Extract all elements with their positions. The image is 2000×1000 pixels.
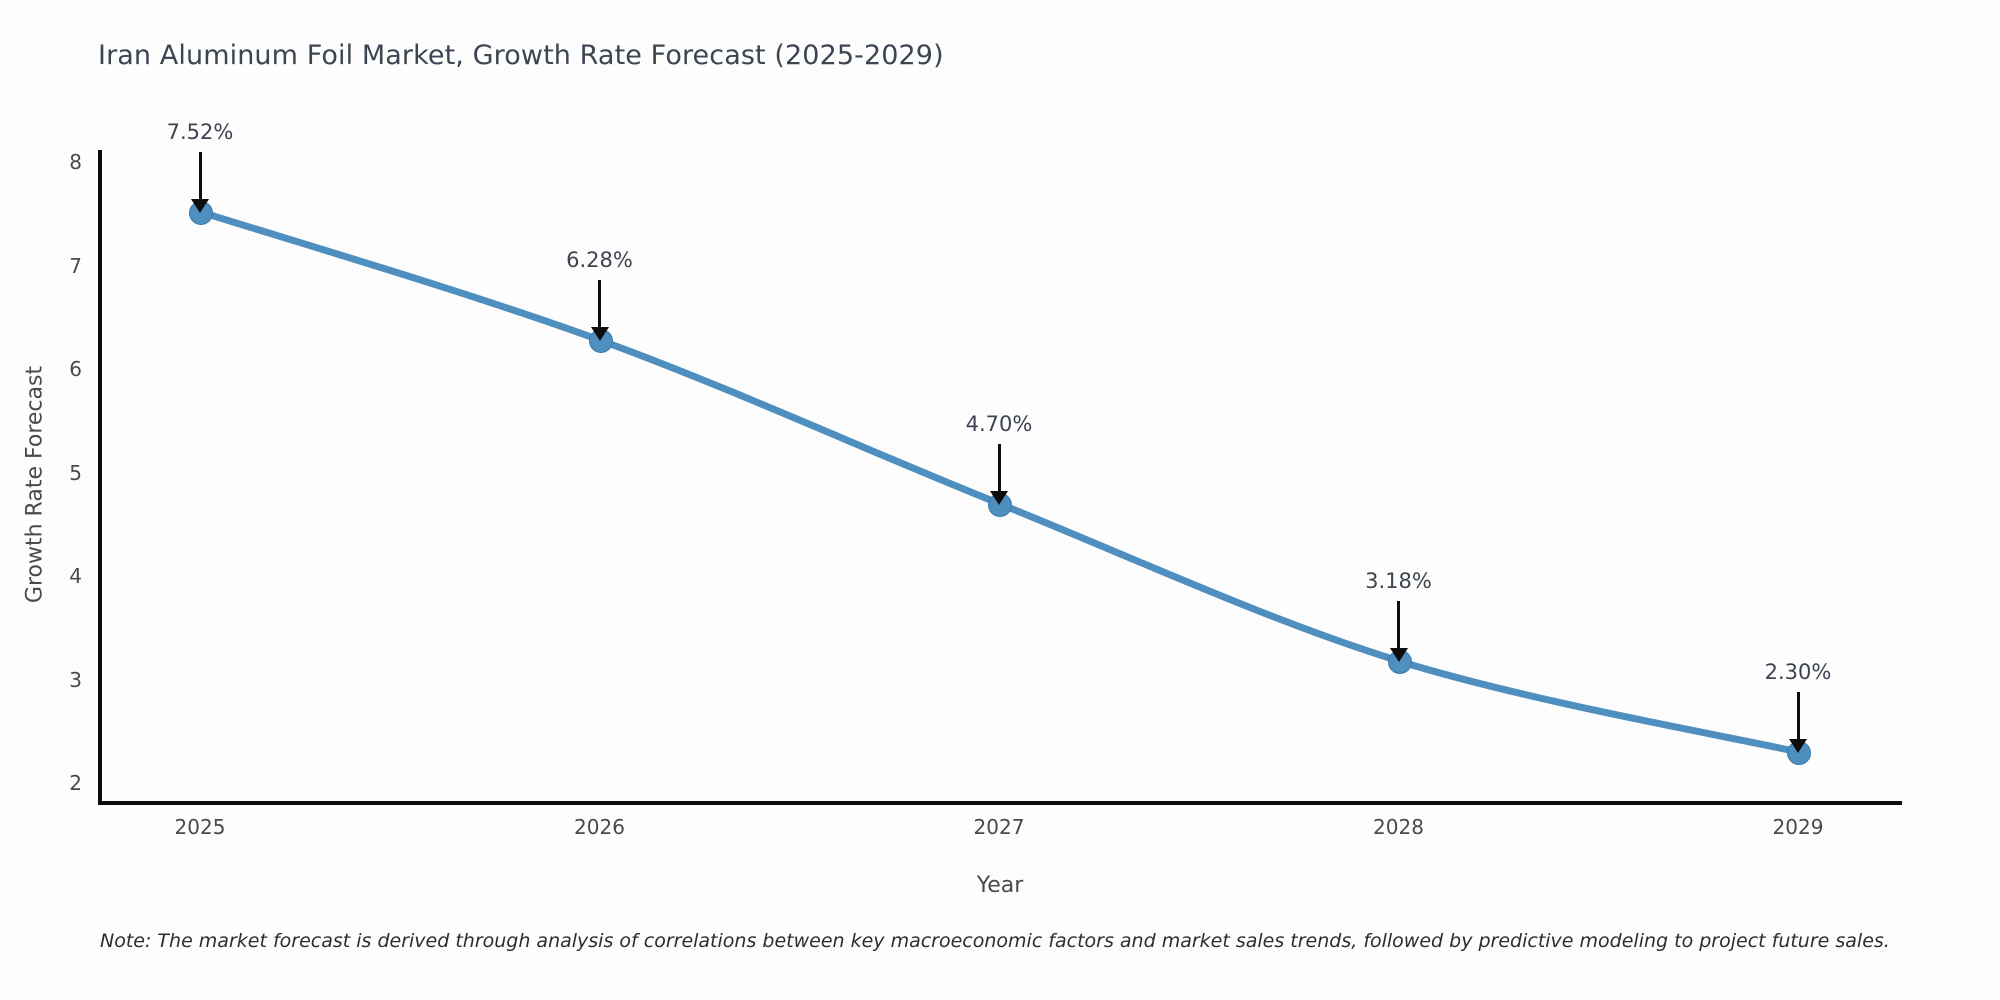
- data-point-label: 3.18%: [1365, 568, 1432, 593]
- x-tick-label: 2026: [574, 815, 625, 839]
- annotation-arrow-icon: [1397, 600, 1400, 649]
- y-tick-label: 8: [69, 150, 82, 174]
- y-tick-label: 4: [69, 564, 82, 588]
- x-axis-line: [98, 801, 1902, 805]
- x-tick-label: 2029: [1772, 815, 1824, 839]
- x-tick-label: 2028: [1373, 815, 1424, 839]
- annotation-arrow-icon: [997, 443, 1001, 492]
- annotation-arrow-icon: [598, 280, 601, 329]
- y-tick-label: 2: [69, 771, 82, 795]
- x-tick-label: 2027: [973, 815, 1025, 839]
- y-axis-line: [98, 150, 102, 805]
- annotation-arrow-icon: [1796, 691, 1800, 740]
- chart-title: Iran Aluminum Foil Market, Growth Rate F…: [98, 40, 944, 71]
- x-axis-title: Year: [976, 873, 1024, 898]
- y-tick-label: 7: [69, 253, 82, 278]
- data-point-label: 6.28%: [566, 248, 633, 273]
- data-point-label: 4.70%: [965, 411, 1033, 436]
- x-tick-label: 2025: [174, 815, 226, 839]
- data-point-label: 2.30%: [1764, 659, 1832, 684]
- footer-note: Note: The market forecast is derived thr…: [100, 930, 1890, 952]
- y-tick-label: 6: [69, 357, 82, 381]
- annotation-arrow-icon: [198, 151, 202, 200]
- y-tick-label: 3: [69, 667, 82, 692]
- y-tick-label: 5: [69, 460, 82, 485]
- data-point-label: 7.52%: [166, 119, 234, 144]
- y-axis-tick-labels: 8 7 6 5 4 3 2: [0, 0, 82, 1000]
